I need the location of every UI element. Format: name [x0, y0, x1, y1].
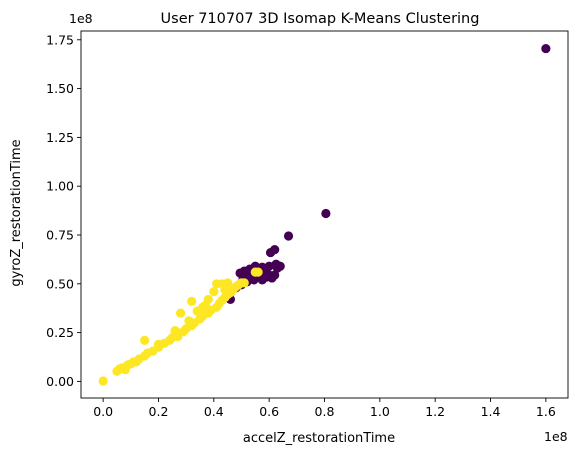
y-offset-label: 1e8: [69, 11, 93, 26]
y-tick-label: 1.75: [46, 32, 74, 47]
x-tick-label: 0.2: [149, 404, 169, 419]
scatter-point: [126, 359, 136, 369]
scatter-point: [209, 287, 219, 297]
y-tick-label: 1.25: [46, 130, 74, 145]
y-tick-label: 0.00: [46, 374, 74, 389]
y-tick-label: 0.50: [46, 276, 74, 291]
y-tick-label: 0.25: [46, 325, 74, 340]
scatter-point: [239, 278, 249, 288]
scatter-point: [541, 43, 551, 54]
scatter-point: [184, 316, 194, 326]
scatter-point: [275, 261, 285, 271]
axis-ticks: 0.0 0.2 0.4 0.6 0.8 1.0 1.2 1.4 1.6 0.00 0.25 0.50 0…: [46, 32, 556, 419]
scatter-points: [98, 43, 551, 386]
x-tick-label: 0.8: [315, 404, 335, 419]
scatter-point: [187, 296, 197, 306]
scatter-point: [220, 285, 230, 295]
scatter-point: [170, 326, 180, 336]
scatter-point: [115, 364, 125, 374]
x-tick-label: 0.0: [93, 404, 113, 419]
scatter-point: [140, 335, 150, 346]
y-tick-label: 1.50: [46, 81, 74, 96]
x-tick-label: 0.4: [204, 404, 224, 419]
scatter-point: [253, 267, 263, 277]
y-axis-label: gyroZ_restorationTime: [9, 139, 24, 286]
x-axis-label: accelZ_restorationTime: [243, 431, 395, 446]
scatter-point: [98, 376, 108, 386]
x-offset-label: 1e8: [544, 429, 568, 444]
scatter-point: [257, 275, 267, 285]
x-tick-label: 1.6: [536, 404, 556, 419]
scatter-point: [321, 208, 331, 219]
scatter-point: [176, 308, 186, 318]
plot-frame: [80, 30, 569, 399]
x-tick-label: 1.0: [370, 404, 390, 419]
x-tick-label: 0.6: [259, 404, 279, 419]
y-tick-label: 0.75: [46, 227, 74, 242]
y-tick-label: 1.00: [46, 179, 74, 194]
x-tick-label: 1.4: [481, 404, 501, 419]
scatter-point: [153, 339, 164, 349]
x-tick-label: 1.2: [425, 404, 445, 419]
scatter-point: [198, 302, 208, 312]
scatter-point: [283, 231, 294, 241]
scatter-point: [203, 294, 213, 305]
scatter-point: [270, 270, 280, 280]
chart-title: User 710707 3D Isomap K-Means Clustering: [161, 11, 480, 27]
scatter-point: [265, 247, 276, 258]
